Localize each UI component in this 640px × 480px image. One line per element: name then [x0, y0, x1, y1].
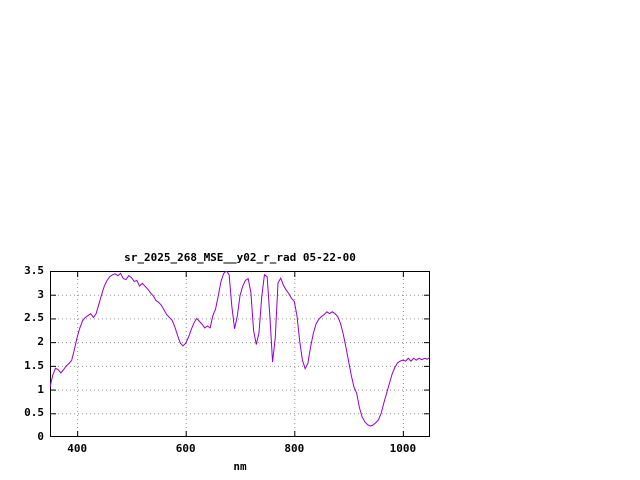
plot-area [50, 271, 430, 437]
spectrum-curve [50, 271, 430, 427]
y-tick-label: 3.5 [24, 264, 44, 277]
y-tick-label: 3 [37, 287, 44, 301]
x-tick-label: 600 [175, 442, 196, 455]
x-tick-label: 800 [284, 442, 305, 455]
plot-border [50, 271, 430, 437]
y-tick-label: 0 [37, 430, 44, 443]
y-tick-label: 0.5 [24, 406, 44, 420]
x-tick-label: 400 [67, 442, 88, 455]
y-tick-label: 2 [37, 335, 44, 349]
y-tick-label: 1 [37, 382, 44, 396]
chart-title: sr_2025_268_MSE__y02_r_rad 05-22-00 [124, 251, 356, 264]
y-tick-label: 1.5 [24, 358, 44, 372]
y-tick-label: 2.5 [24, 311, 44, 325]
x-axis-label: nm [233, 460, 247, 473]
x-tick-label: 1000 [389, 442, 417, 455]
spectrum-line-chart [50, 271, 430, 437]
